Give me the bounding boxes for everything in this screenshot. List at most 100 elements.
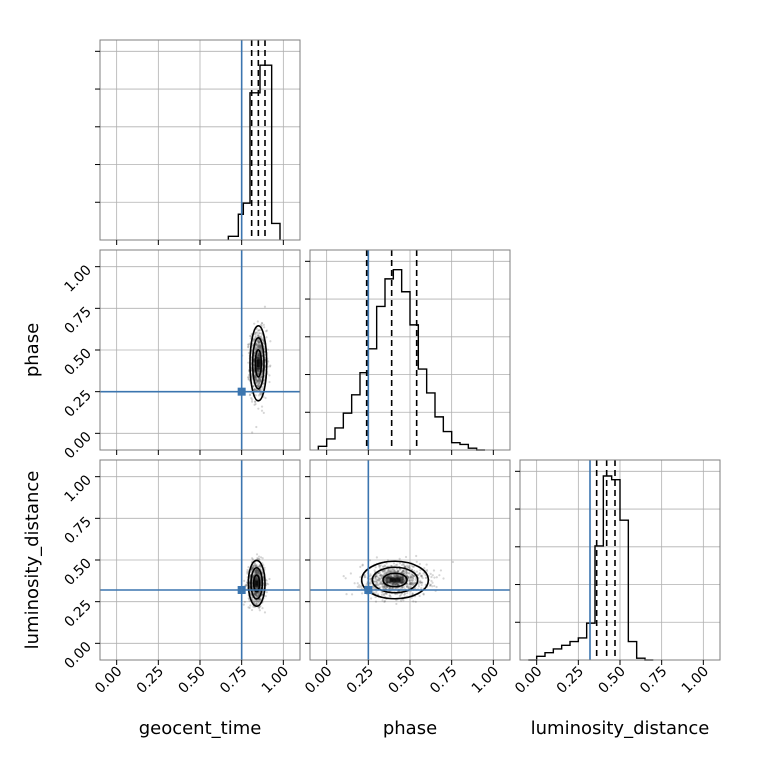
scatter-point: [383, 599, 387, 603]
scatter-point: [257, 571, 260, 574]
histogram-step: [528, 475, 654, 661]
scatter-point: [267, 583, 270, 586]
scatter-point: [374, 575, 377, 578]
scatter-point: [375, 590, 378, 593]
scatter-point: [265, 336, 268, 339]
scatter-point: [257, 593, 260, 596]
scatter-point: [411, 564, 414, 567]
scatter-point: [257, 572, 260, 575]
x-tick-label: 0.75: [637, 664, 670, 697]
scatter-point: [391, 582, 394, 585]
scatter-point: [254, 377, 258, 380]
scatter-point: [405, 571, 408, 574]
scatter-point: [364, 575, 367, 579]
scatter-point: [257, 592, 260, 595]
scatter-point: [394, 583, 397, 586]
scatter-point: [257, 368, 260, 371]
scatter-point: [396, 573, 399, 576]
scatter-point: [389, 570, 392, 573]
scatter-point: [422, 592, 425, 595]
scatter-point: [405, 585, 408, 589]
scatter-point: [256, 320, 259, 323]
x-tick-label: 0.75: [427, 664, 460, 697]
scatter-point: [383, 569, 386, 572]
scatter-point: [258, 378, 262, 381]
scatter-point: [384, 565, 387, 568]
scatter-point: [256, 577, 259, 581]
scatter-point: [410, 573, 413, 576]
scatter-point: [401, 576, 404, 579]
scatter-point: [383, 593, 386, 596]
scatter-point: [264, 396, 267, 400]
scatter-point: [382, 585, 385, 588]
scatter-point: [402, 577, 405, 581]
scatter-point: [363, 573, 366, 577]
scatter-point: [410, 576, 413, 579]
scatter-point: [411, 583, 414, 586]
scatter-point: [255, 591, 258, 595]
scatter-point: [393, 570, 396, 573]
scatter-point: [260, 322, 264, 325]
scatter-point: [390, 575, 393, 579]
scatter-point: [394, 583, 397, 586]
scatter-point: [254, 572, 257, 575]
scatter-point: [257, 345, 260, 348]
scatter-point: [378, 583, 381, 586]
scatter-point: [253, 592, 256, 595]
scatter-point: [395, 570, 398, 573]
scatter-point: [262, 411, 265, 414]
scatter-point: [425, 568, 429, 572]
scatter-point: [256, 571, 259, 574]
scatter-point: [376, 579, 379, 582]
scatter-point: [378, 586, 381, 589]
scatter-point: [399, 576, 402, 579]
scatter-point: [250, 593, 253, 596]
scatter-point: [258, 380, 262, 383]
scatter-point: [256, 354, 259, 357]
scatter-point: [260, 375, 263, 378]
scatter-point: [255, 602, 258, 605]
scatter-point: [378, 565, 381, 569]
scatter-point: [256, 346, 259, 349]
scatter-point: [257, 343, 261, 346]
scatter-point: [389, 564, 393, 567]
scatter-point: [421, 577, 424, 580]
scatter-point: [255, 592, 259, 595]
panel-geocent-time-vs-luminosity-distance: 0.00 0.25 0.50 0.75 1.000.000.250.500.751.00: [61, 459, 301, 697]
scatter-point: [419, 569, 422, 572]
scatter-point: [255, 347, 258, 350]
scatter-point: [378, 565, 381, 568]
scatter-point: [248, 394, 252, 397]
scatter-point: [430, 579, 433, 583]
scatter-point: [361, 592, 364, 595]
scatter-point: [395, 574, 398, 577]
scatter-point: [258, 598, 262, 601]
scatter-point: [259, 379, 262, 382]
scatter-point: [374, 575, 377, 578]
scatter-point: [388, 594, 391, 597]
scatter-point: [256, 585, 259, 588]
scatter-point: [395, 583, 398, 586]
scatter-point: [258, 344, 261, 347]
scatter-point: [344, 577, 347, 580]
scatter-point: [264, 595, 267, 598]
scatter-point: [378, 578, 381, 581]
scatter-point: [342, 575, 345, 578]
scatter-point: [383, 572, 386, 576]
scatter-point: [263, 305, 267, 308]
scatter-point: [255, 576, 258, 579]
scatter-point: [401, 580, 404, 584]
scatter-point: [403, 565, 406, 568]
scatter-point: [257, 357, 260, 360]
scatter-point: [389, 569, 393, 572]
scatter-point: [394, 564, 398, 567]
scatter-point: [421, 581, 424, 584]
scatter-point: [256, 356, 259, 359]
scatter-point: [258, 344, 261, 347]
scatter-point: [408, 566, 411, 569]
truth-marker: [237, 586, 246, 594]
scatter-point: [392, 562, 396, 565]
scatter-point: [255, 343, 258, 346]
scatter-point: [258, 328, 261, 332]
